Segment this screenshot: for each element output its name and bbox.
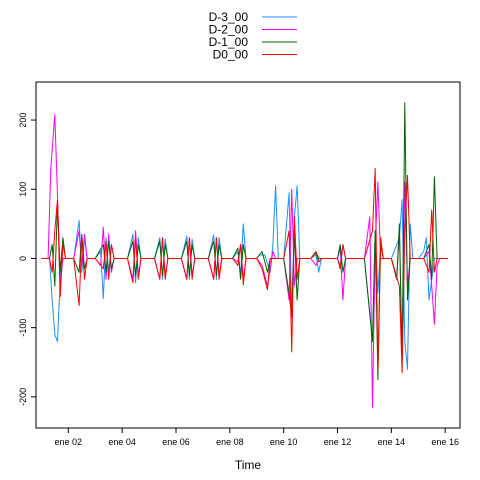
x-tick-label: ene 16 (431, 437, 459, 447)
plot-frame (35, 81, 461, 429)
y-tick-label: 0 (18, 256, 28, 261)
x-tick-label: ene 10 (270, 437, 298, 447)
y-tick-label: 200 (18, 113, 28, 128)
legend-label: D-2_00 (209, 23, 249, 37)
x-tick-label: ene 08 (216, 437, 244, 447)
series-line-d-2-00 (41, 114, 448, 408)
y-axis: -200 -100 0 100 200 (18, 113, 36, 406)
x-tick-label: ene 14 (378, 437, 406, 447)
legend-label: D-1_00 (209, 35, 249, 49)
y-tick-label: -200 (18, 388, 28, 406)
x-tick-label: ene 06 (162, 437, 190, 447)
y-tick-label: -100 (18, 319, 28, 337)
x-tick-label: ene 12 (324, 437, 352, 447)
series-layer (41, 102, 448, 408)
legend-label: D-3_00 (209, 10, 249, 24)
y-tick-label: 100 (18, 182, 28, 197)
x-tick-label: ene 04 (108, 437, 136, 447)
x-tick-label: ene 02 (55, 437, 83, 447)
series-line-d0-00 (41, 168, 448, 374)
x-axis-title: Time (235, 458, 262, 472)
legend-label: D0_00 (213, 48, 249, 62)
x-axis: ene 02 ene 04 ene 06 ene 08 ene 10 ene 12 ene … (55, 428, 459, 447)
series-line-d-3-00 (41, 185, 448, 370)
